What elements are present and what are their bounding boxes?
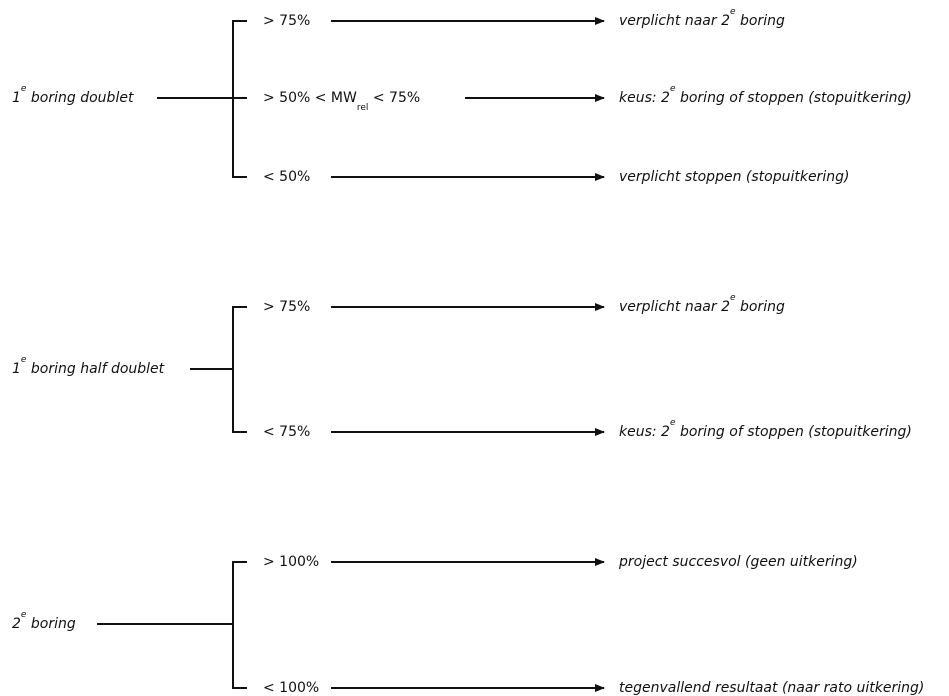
bracket — [232, 306, 247, 433]
condition-label: > 75% — [263, 299, 311, 315]
condition-label: < 100% — [263, 680, 320, 696]
condition-label: > 100% — [263, 554, 320, 570]
condition-label: > 50% < MWrel < 75% — [263, 90, 421, 113]
outcome-label: keus: 2e boring of stoppen (stopuitkerin… — [619, 84, 912, 106]
outcome-label: keus: 2e boring of stoppen (stopuitkerin… — [619, 418, 912, 440]
source-node-label: 2e boring — [12, 610, 76, 632]
condition-label: > 75% — [263, 13, 311, 29]
outcome-label: verplicht stoppen (stopuitkering) — [619, 169, 850, 185]
outcome-label: verplicht naar 2e boring — [619, 7, 785, 29]
outcome-label: verplicht naar 2e boring — [619, 293, 785, 315]
source-node-label: 1e boring half doublet — [12, 355, 165, 377]
outcome-label: project succesvol (geen uitkering) — [619, 554, 858, 570]
condition-label: < 50% — [263, 169, 311, 185]
condition-label: < 75% — [263, 424, 311, 440]
outcome-label: tegenvallend resultaat (naar rato uitker… — [619, 680, 925, 696]
source-node-label: 1e boring doublet — [12, 84, 134, 106]
bracket — [232, 561, 247, 689]
